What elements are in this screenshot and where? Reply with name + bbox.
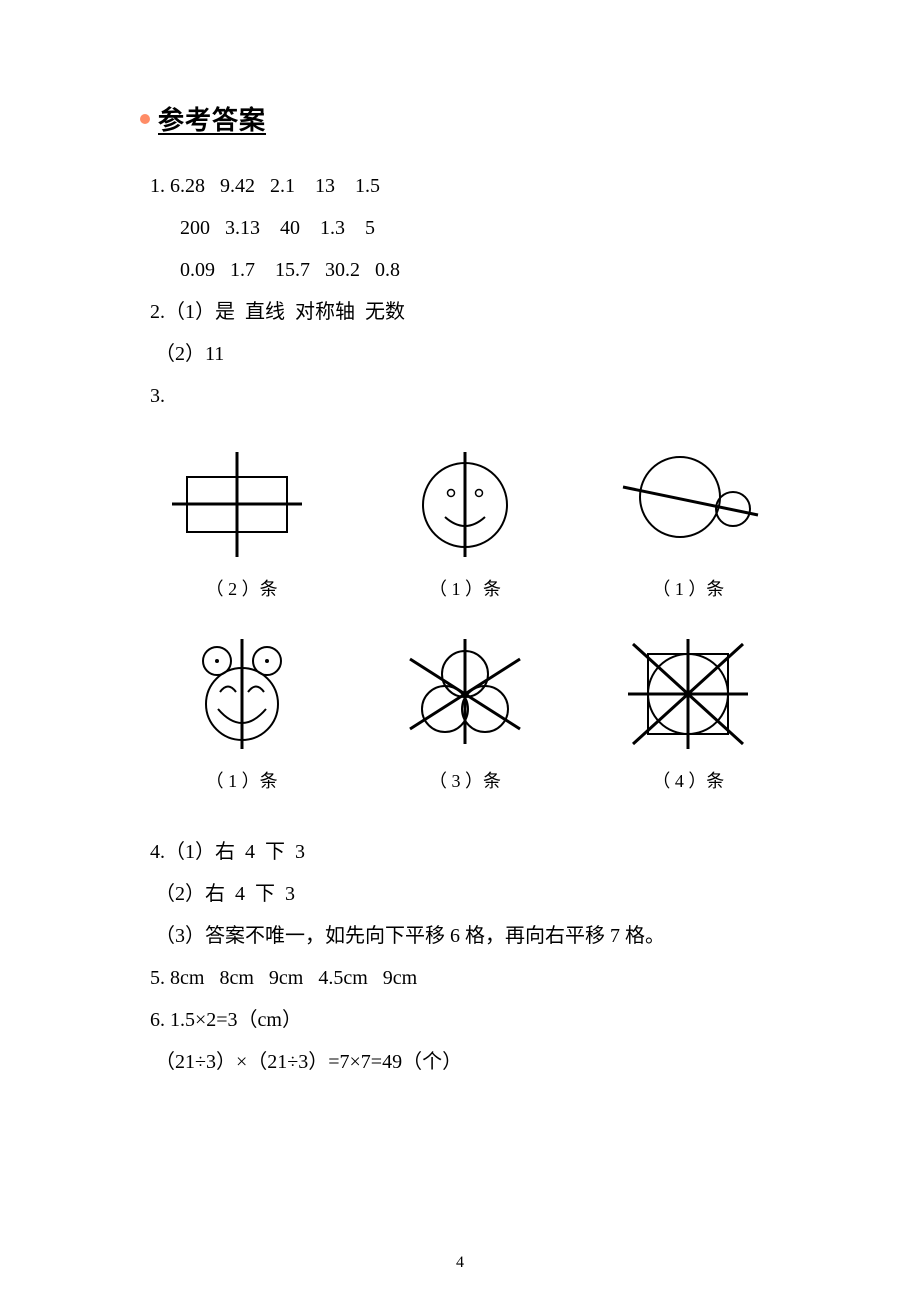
bullet-icon <box>140 114 150 124</box>
q4-part2: （2）右 4 下 3 <box>150 873 780 915</box>
diagram-5-label: （ 3 ）条 <box>429 763 501 801</box>
q1-label: 1. <box>150 175 165 197</box>
header: 参考答案 <box>140 100 780 137</box>
q1-row1: 1. 6.28 9.42 2.1 13 1.5 <box>150 165 780 207</box>
q1-row3: 0.09 1.7 15.7 30.2 0.8 <box>150 249 780 291</box>
page-title: 参考答案 <box>158 100 266 137</box>
diagram-1: （ 2 ）条 <box>150 437 333 609</box>
q4-label: 4. <box>150 841 165 863</box>
diagram-4-label: （ 1 ）条 <box>206 763 278 801</box>
three-circles-symmetry-icon <box>385 629 545 759</box>
diagram-5: （ 3 ）条 <box>373 629 556 801</box>
bear-face-symmetry-icon <box>162 629 322 759</box>
q3-label-row: 3. <box>150 375 780 417</box>
q5-row: 5. 8cm 8cm 9cm 4.5cm 9cm <box>150 957 780 999</box>
diagram-2: （ 1 ）条 <box>373 437 556 609</box>
q6-line2: （21÷3）×（21÷3）=7×7=49（个） <box>150 1041 780 1083</box>
q2-label: 2. <box>150 301 165 323</box>
q2-part1: 2.（1）是 直线 对称轴 无数 <box>150 291 780 333</box>
q4-part1: 4.（1）右 4 下 3 <box>150 831 780 873</box>
content-body: 1. 6.28 9.42 2.1 13 1.5 200 3.13 40 1.3 … <box>140 165 780 1083</box>
q3-label: 3. <box>150 385 165 407</box>
q4-part3: （3）答案不唯一，如先向下平移 6 格，再向右平移 7 格。 <box>150 915 780 957</box>
q5-label: 5. <box>150 967 165 989</box>
rectangle-symmetry-icon <box>162 437 322 567</box>
square-circle-symmetry-icon <box>608 629 768 759</box>
q6-label: 6. <box>150 1009 165 1031</box>
page-number: 4 <box>456 1254 464 1272</box>
q6-line1: 6. 1.5×2=3（cm） <box>150 999 780 1041</box>
diagram-2-label: （ 1 ）条 <box>429 571 501 609</box>
q1-row2: 200 3.13 40 1.3 5 <box>150 207 780 249</box>
diagram-4: （ 1 ）条 <box>150 629 333 801</box>
diagram-grid: （ 2 ）条 （ 1 ）条 （ 1 ）条 <box>150 437 780 801</box>
q2-part2: （2）11 <box>150 333 780 375</box>
diagram-3-label: （ 1 ）条 <box>652 571 724 609</box>
diagram-6-label: （ 4 ）条 <box>652 763 724 801</box>
diagram-1-label: （ 2 ）条 <box>206 571 278 609</box>
smiley-symmetry-icon <box>385 437 545 567</box>
diagram-6: （ 4 ）条 <box>597 629 780 801</box>
two-circles-symmetry-icon <box>608 437 768 567</box>
diagram-3: （ 1 ）条 <box>597 437 780 609</box>
